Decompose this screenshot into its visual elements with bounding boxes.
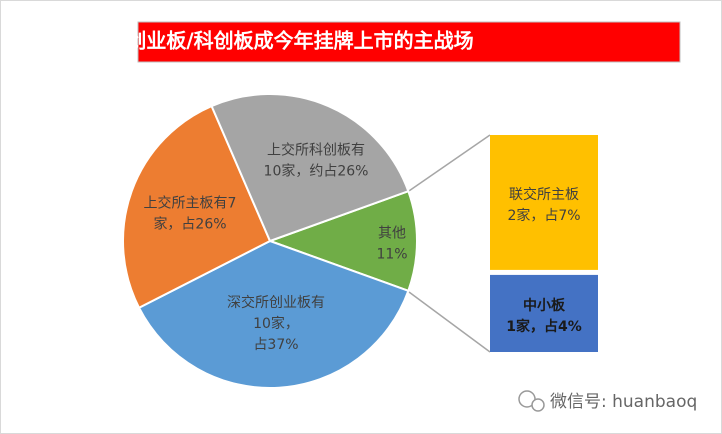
title-box xyxy=(137,21,681,63)
data-label-line: 深交所创业板有 xyxy=(227,294,325,311)
wechat-icon xyxy=(531,398,545,412)
data-label: 其他 11% xyxy=(376,226,407,263)
data-label: 中小板 1家，占4% xyxy=(506,297,582,335)
data-label-line: 家，占26% xyxy=(153,216,226,233)
data-label: 上交所科创板有 10家，约占26% xyxy=(264,142,369,180)
data-label-line: 11% xyxy=(376,247,407,263)
connector xyxy=(408,291,491,353)
watermark: 微信号: huanbaoq xyxy=(518,390,697,412)
data-label-line: 中小板 xyxy=(523,297,566,314)
data-label-line: 占37% xyxy=(253,337,298,353)
data-label-line: 上交所科创板有 xyxy=(267,142,365,159)
data-label-line: 上交所主板有7 xyxy=(144,195,237,212)
bar-segment xyxy=(490,274,598,352)
pie-slice xyxy=(137,239,410,389)
data-label-line: 联交所主板 xyxy=(509,186,579,203)
data-label-line: 其他 xyxy=(378,226,406,242)
data-label-line: 2家，占7% xyxy=(507,207,580,224)
connector xyxy=(405,134,491,194)
bar-segment xyxy=(490,135,598,270)
data-label-line: 10家，约占26% xyxy=(264,163,369,180)
chart-title: 创业板/科创板成今年挂牌上市的主战场 xyxy=(125,29,473,53)
pie-slice xyxy=(267,189,418,293)
data-label: 深交所创业板有 10家， 占37% xyxy=(227,294,325,353)
data-label: 上交所主板有7 家，占26% xyxy=(144,195,237,233)
pie-slice xyxy=(210,93,410,243)
data-label-line: 1家，占4% xyxy=(506,318,582,335)
watermark-text: 微信号: huanbaoq xyxy=(550,392,697,412)
data-label-line: 10家， xyxy=(253,315,299,332)
data-label: 联交所主板 2家，占7% xyxy=(507,186,580,224)
